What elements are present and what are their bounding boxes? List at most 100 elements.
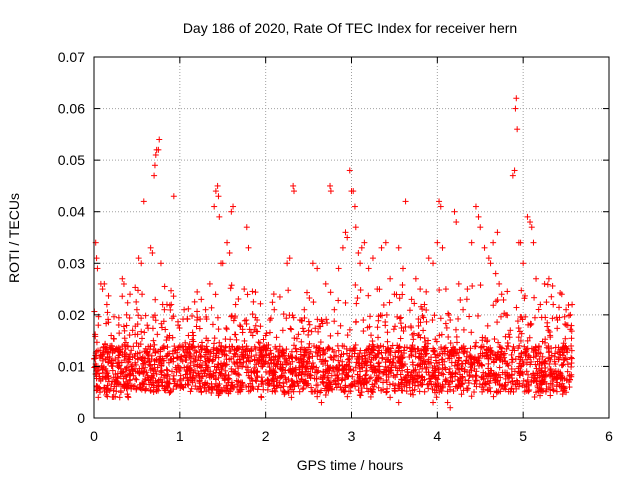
- data-point: [317, 389, 324, 396]
- x-tick-label: 0: [90, 428, 98, 444]
- data-point: [408, 352, 415, 359]
- data-point: [126, 314, 133, 321]
- data-point: [191, 298, 198, 305]
- data-point: [357, 347, 364, 354]
- data-point: [197, 383, 204, 390]
- data-point: [441, 345, 448, 352]
- data-point: [523, 381, 530, 388]
- data-point: [559, 375, 566, 382]
- data-point: [504, 288, 511, 295]
- data-point: [202, 358, 209, 365]
- data-point: [127, 351, 134, 358]
- data-point: [320, 346, 327, 353]
- data-point: [124, 393, 131, 400]
- y-tick-label: 0.06: [58, 101, 85, 117]
- data-point: [481, 244, 488, 251]
- data-point: [472, 377, 479, 384]
- data-point: [437, 383, 444, 390]
- data-point: [281, 352, 288, 359]
- data-point: [245, 354, 252, 361]
- data-point: [241, 346, 248, 353]
- data-point: [397, 335, 404, 342]
- data-point: [386, 381, 393, 388]
- data-point: [155, 146, 162, 153]
- data-point: [159, 379, 166, 386]
- data-point: [547, 366, 554, 373]
- data-point: [167, 388, 174, 395]
- data-point: [121, 335, 128, 342]
- data-point: [562, 335, 569, 342]
- data-point: [438, 356, 445, 363]
- data-point: [542, 314, 549, 321]
- data-point: [448, 359, 455, 366]
- data-point: [357, 392, 364, 399]
- data-point: [276, 343, 283, 350]
- data-point: [273, 334, 280, 341]
- data-point: [296, 388, 303, 395]
- data-point: [198, 353, 205, 360]
- data-point: [430, 260, 437, 267]
- data-point: [517, 356, 524, 363]
- data-point: [373, 376, 380, 383]
- data-point: [544, 323, 551, 330]
- data-point: [310, 299, 317, 306]
- data-point: [466, 372, 473, 379]
- data-point: [157, 260, 164, 267]
- data-point: [170, 372, 177, 379]
- data-point: [163, 378, 170, 385]
- data-point: [421, 301, 428, 308]
- data-point: [243, 320, 250, 327]
- data-point: [196, 377, 203, 384]
- data-point: [134, 355, 141, 362]
- data-point: [196, 325, 203, 332]
- data-point: [245, 357, 252, 364]
- data-point: [115, 314, 122, 321]
- data-point: [525, 321, 532, 328]
- data-point: [550, 387, 557, 394]
- data-point: [117, 389, 124, 396]
- data-point: [233, 347, 240, 354]
- data-point: [408, 369, 415, 376]
- data-point: [364, 324, 371, 331]
- data-point: [271, 368, 278, 375]
- data-point: [260, 386, 267, 393]
- data-point: [290, 314, 297, 321]
- data-point: [354, 353, 361, 360]
- data-point: [189, 313, 196, 320]
- data-point: [563, 345, 570, 352]
- data-point: [397, 371, 404, 378]
- data-point: [462, 360, 469, 367]
- data-point: [131, 353, 138, 360]
- data-point: [556, 349, 563, 356]
- data-point: [528, 358, 535, 365]
- data-point: [399, 354, 406, 361]
- data-point: [241, 337, 248, 344]
- data-point: [92, 333, 99, 340]
- data-point: [113, 345, 120, 352]
- data-point: [117, 381, 124, 388]
- data-point: [518, 350, 525, 357]
- data-point: [467, 364, 474, 371]
- data-point: [424, 340, 431, 347]
- data-point: [343, 362, 350, 369]
- data-point: [421, 335, 428, 342]
- data-point: [568, 322, 575, 329]
- data-point: [378, 244, 385, 251]
- data-point: [119, 369, 126, 376]
- data-point: [282, 374, 289, 381]
- data-point: [188, 385, 195, 392]
- data-point: [290, 342, 297, 349]
- data-point: [211, 340, 218, 347]
- data-point: [103, 301, 110, 308]
- data-point: [185, 305, 192, 312]
- data-point: [298, 317, 305, 324]
- data-point: [499, 352, 506, 359]
- data-point: [176, 367, 183, 374]
- data-point: [148, 373, 155, 380]
- data-point: [314, 381, 321, 388]
- data-point: [423, 350, 430, 357]
- data-point: [351, 378, 358, 385]
- data-point: [152, 296, 159, 303]
- data-point: [429, 317, 436, 324]
- data-point: [143, 348, 150, 355]
